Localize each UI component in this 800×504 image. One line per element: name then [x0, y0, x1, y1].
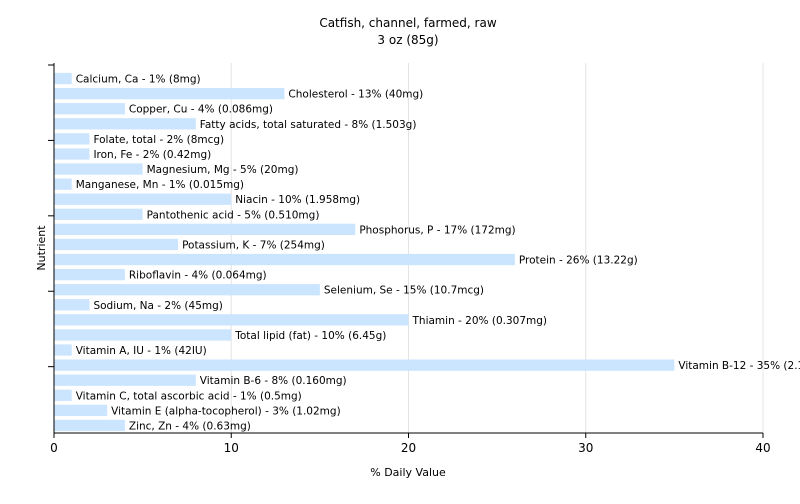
bar	[54, 344, 72, 356]
x-tick-label: 30	[578, 441, 593, 455]
x-tick-label: 40	[755, 441, 770, 455]
chart-title: Catfish, channel, farmed, raw	[319, 16, 497, 30]
bar	[54, 419, 125, 432]
bar-label: Calcium, Ca - 1% (8mg)	[76, 74, 201, 86]
bar	[54, 314, 409, 326]
bar	[54, 299, 90, 311]
bar	[54, 87, 285, 100]
bar-label: Vitamin B-12 - 35% (2.10mcg)	[678, 360, 800, 372]
bar-label: Protein - 26% (13.22g)	[519, 255, 638, 267]
y-axis-label: Nutrient	[35, 225, 48, 271]
bar	[54, 268, 125, 281]
bar	[54, 163, 143, 175]
bar	[54, 133, 90, 145]
bar-label: Vitamin E (alpha-tocopherol) - 3% (1.02m…	[111, 405, 340, 417]
bar	[54, 148, 90, 160]
bar	[54, 223, 356, 236]
bar-label: Pantothenic acid - 5% (0.510mg)	[147, 209, 320, 221]
bar-label: Selenium, Se - 15% (10.7mcg)	[324, 285, 484, 297]
bar	[54, 374, 196, 386]
bar	[54, 178, 72, 190]
bar	[54, 284, 320, 296]
bar	[54, 208, 143, 220]
bar-label-group: Calcium, Ca - 1% (8mg) Cholesterol - 13% …	[76, 74, 800, 433]
bar-label: Fatty acids, total saturated - 8% (1.503…	[200, 119, 417, 131]
chart-subtitle: 3 oz (85g)	[377, 33, 438, 47]
bar-label: Total lipid (fat) - 10% (6.45g)	[234, 330, 386, 342]
bar-label: Manganese, Mn - 1% (0.015mg)	[76, 179, 244, 191]
x-tick-label: 20	[401, 441, 416, 455]
bar	[54, 193, 232, 205]
bar	[54, 329, 232, 341]
x-tick-label: 10	[224, 441, 239, 455]
x-tick-labels: 0 10 20 30 40	[50, 441, 770, 455]
bar-label: Sodium, Na - 2% (45mg)	[93, 300, 222, 312]
bar-label: Vitamin B-6 - 8% (0.160mg)	[200, 375, 347, 387]
bar-label: Vitamin A, IU - 1% (42IU)	[76, 345, 207, 357]
bar	[54, 118, 196, 130]
bar-label: Folate, total - 2% (8mcg)	[93, 134, 224, 146]
bar-label: Magnesium, Mg - 5% (20mg)	[147, 164, 299, 176]
bar-label: Thiamin - 20% (0.307mg)	[412, 315, 548, 327]
bar	[54, 103, 125, 115]
bar	[54, 238, 179, 251]
bar-label: Iron, Fe - 2% (0.42mg)	[93, 149, 211, 161]
bar	[54, 253, 515, 266]
bar	[54, 389, 72, 401]
bar-label: Zinc, Zn - 4% (0.63mg)	[129, 420, 251, 432]
x-axis-label: % Daily Value	[370, 466, 446, 479]
bar-label: Vitamin C, total ascorbic acid - 1% (0.5…	[76, 390, 302, 402]
axes	[48, 63, 764, 438]
x-tick-label: 0	[50, 441, 58, 455]
bar	[54, 404, 108, 417]
bar	[54, 72, 72, 85]
bar-label: Potassium, K - 7% (254mg)	[182, 239, 325, 251]
bar	[54, 359, 675, 371]
bar-series	[54, 72, 675, 432]
bar-label: Cholesterol - 13% (40mg)	[288, 89, 423, 101]
bar-label: Niacin - 10% (1.958mg)	[235, 194, 360, 206]
bar-label: Copper, Cu - 4% (0.086mg)	[129, 104, 273, 116]
bar-label: Riboflavin - 4% (0.064mg)	[129, 270, 267, 282]
bar-label: Phosphorus, P - 17% (172mg)	[359, 224, 515, 236]
grid-lines	[230, 63, 764, 433]
